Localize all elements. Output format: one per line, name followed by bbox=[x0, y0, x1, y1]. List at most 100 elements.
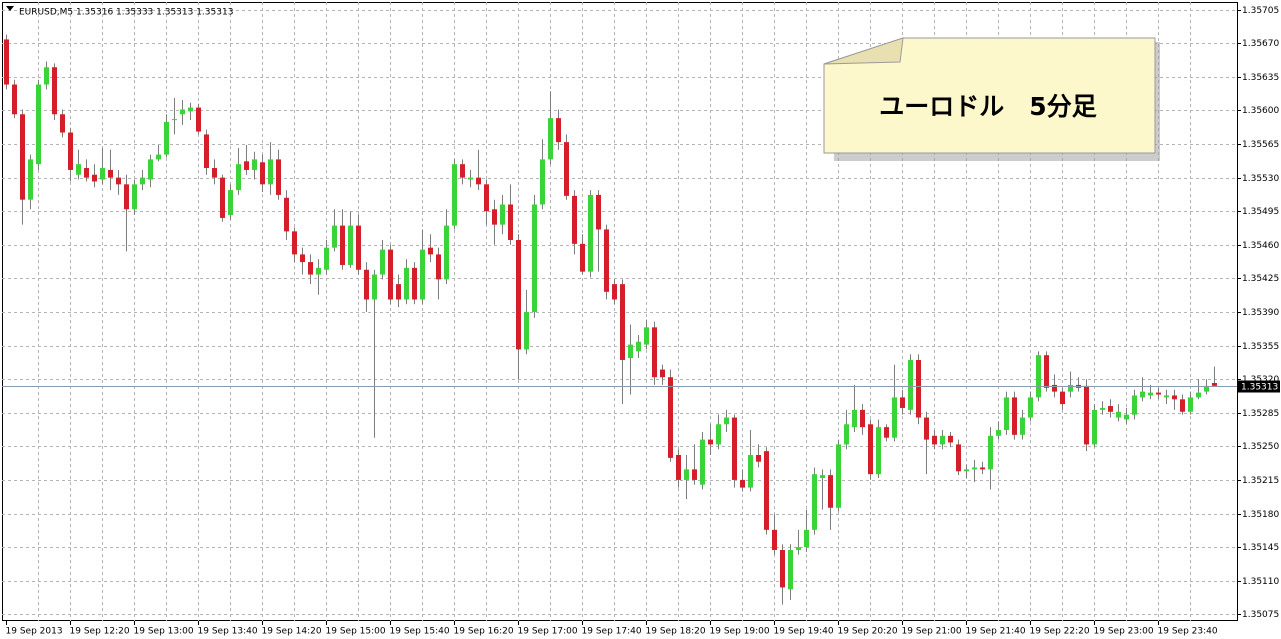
menu-icon bbox=[6, 6, 14, 11]
candle-body bbox=[708, 439, 713, 445]
candle-body bbox=[1188, 397, 1193, 412]
candle-body bbox=[508, 204, 513, 241]
y-tick-label: 1.35705 bbox=[1242, 6, 1279, 16]
candle-body bbox=[108, 169, 113, 178]
candle-body bbox=[524, 311, 529, 350]
candle-body bbox=[412, 267, 417, 300]
x-tick-label: 19 Sep 14:20 bbox=[262, 627, 322, 637]
candle-body bbox=[828, 475, 833, 508]
candle-body bbox=[996, 430, 1001, 436]
candle-body bbox=[964, 469, 969, 472]
candle-body bbox=[444, 225, 449, 280]
candle-body bbox=[100, 168, 105, 180]
candle-body bbox=[484, 184, 489, 212]
candle-body bbox=[492, 209, 497, 225]
candle-body bbox=[620, 284, 625, 360]
candle-body bbox=[924, 417, 929, 440]
candle-body bbox=[1028, 397, 1033, 418]
candle-body bbox=[580, 243, 585, 272]
x-tick-label: 19 Sep 13:40 bbox=[198, 627, 258, 637]
candle-body bbox=[940, 435, 945, 445]
candle-body bbox=[436, 254, 441, 280]
candle-body bbox=[652, 327, 657, 378]
candle-body bbox=[868, 424, 873, 475]
candle-body bbox=[348, 225, 353, 265]
candle-body bbox=[660, 369, 665, 378]
candle-body bbox=[284, 197, 289, 232]
plot-frame bbox=[2, 2, 1238, 621]
candle-body bbox=[420, 249, 425, 300]
candle-body bbox=[60, 114, 65, 133]
candle-body bbox=[396, 284, 401, 300]
y-tick-label: 1.35355 bbox=[1242, 342, 1279, 352]
candle-body bbox=[308, 262, 313, 275]
candle-body bbox=[1116, 411, 1121, 418]
candle-body bbox=[244, 161, 249, 170]
candle-body bbox=[460, 164, 465, 178]
candle-body bbox=[1020, 417, 1025, 435]
y-tick-label: 1.35180 bbox=[1242, 510, 1279, 520]
candle-body bbox=[900, 397, 905, 408]
y-tick-label: 1.35670 bbox=[1242, 39, 1279, 49]
candle-body bbox=[876, 427, 881, 475]
candle-body bbox=[1140, 391, 1145, 398]
candle-body bbox=[772, 529, 777, 550]
candle-body bbox=[1204, 385, 1209, 392]
candle-body bbox=[844, 424, 849, 445]
bid-tag bbox=[1238, 380, 1280, 393]
bid-label: 1.35313 bbox=[1241, 383, 1278, 393]
candle-body bbox=[156, 154, 161, 160]
candle-body bbox=[796, 547, 801, 550]
candle-body bbox=[788, 549, 793, 590]
candle-body bbox=[764, 451, 769, 530]
candle-body bbox=[628, 344, 633, 359]
candle-body bbox=[196, 107, 201, 132]
annotation: ユーロドル 5分足 bbox=[879, 92, 1096, 121]
x-tick-label: 19 Sep 13:00 bbox=[134, 627, 194, 637]
candle-body bbox=[20, 114, 25, 200]
candle-body bbox=[972, 467, 977, 470]
x-tick-label: 19 Sep 21:00 bbox=[902, 627, 962, 637]
candle-body bbox=[1084, 385, 1089, 445]
candle-body bbox=[12, 84, 17, 115]
candle-body bbox=[564, 142, 569, 196]
candle-body bbox=[1212, 382, 1217, 386]
x-tick-label: 19 Sep 12:20 bbox=[70, 627, 130, 637]
x-tick-label: 19 Sep 19:40 bbox=[774, 627, 834, 637]
candle-body bbox=[860, 409, 865, 428]
y-tick-label: 1.35110 bbox=[1242, 577, 1279, 587]
candle-body bbox=[252, 159, 257, 170]
y-tick-label: 1.35075 bbox=[1242, 610, 1279, 620]
candle-body bbox=[1092, 409, 1097, 445]
candle-body bbox=[532, 204, 537, 312]
candle-body bbox=[812, 474, 817, 530]
x-tick-label: 19 Sep 15:00 bbox=[326, 627, 386, 637]
candles bbox=[4, 34, 1217, 605]
candle-body bbox=[204, 134, 209, 169]
candle-body bbox=[596, 194, 601, 230]
candle-body bbox=[516, 240, 521, 350]
candle-body bbox=[476, 177, 481, 185]
candle-body bbox=[1044, 355, 1049, 388]
candle-body bbox=[1164, 395, 1169, 398]
candle-body bbox=[332, 225, 337, 248]
candle-body bbox=[28, 159, 33, 200]
y-tick-label: 1.35145 bbox=[1242, 543, 1279, 553]
candle-body bbox=[724, 417, 729, 425]
candle-body bbox=[908, 359, 913, 410]
candle-body bbox=[1196, 392, 1201, 398]
x-tick-label: 19 Sep 19:00 bbox=[710, 627, 770, 637]
candle-body bbox=[684, 469, 689, 480]
y-tick-label: 1.35530 bbox=[1242, 174, 1279, 184]
candle-body bbox=[1100, 407, 1105, 410]
y-tick-label: 1.35320 bbox=[1242, 375, 1279, 385]
y-tick-label: 1.35285 bbox=[1242, 409, 1279, 419]
x-tick-label: 19 Sep 21:40 bbox=[966, 627, 1026, 637]
candle-body bbox=[556, 118, 561, 143]
candle-body bbox=[1060, 391, 1065, 405]
candle-body bbox=[260, 162, 265, 185]
candle-body bbox=[148, 159, 153, 180]
candle-body bbox=[612, 284, 617, 300]
candle-body bbox=[292, 231, 297, 255]
